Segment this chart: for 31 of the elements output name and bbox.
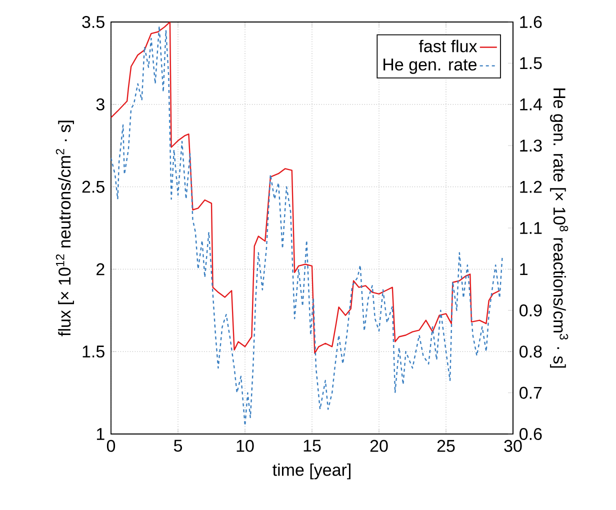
y-tick-label: 1.5 [82, 346, 104, 358]
x-tick-label: 10 [236, 440, 254, 452]
y2-tick-label: 0.6 [520, 428, 542, 440]
y2-tick-label: 1.1 [520, 222, 542, 234]
legend-label: He gen. rate [384, 58, 477, 74]
x-axis-title: time [year] [272, 463, 350, 480]
x-tick-label: 20 [370, 440, 388, 452]
x-tick-label: 15 [304, 440, 321, 452]
x-tick-label: 5 [174, 440, 182, 452]
line-series [111, 26, 503, 426]
x-tick-label: 25 [437, 440, 455, 452]
y2-tick-label: 1.3 [520, 140, 542, 152]
y2-tick-label: 1.5 [520, 57, 542, 70]
y-tick-label: 1 [96, 428, 104, 440]
y2-axis-title: He gen. rate [× 10$^{8}$ reactions/cm$^{3}$ · s] [550, 88, 568, 368]
y2-tick-label: 1.6 [520, 16, 542, 28]
y2-tick-label: 1 [520, 263, 528, 276]
y2-tick-label: 1.2 [520, 180, 542, 193]
y-tick-label: 2.5 [82, 180, 104, 193]
legend-label: fast flux [418, 40, 478, 52]
y2-tick-label: 0.8 [520, 346, 542, 358]
y2-tick-label: 0.9 [520, 304, 542, 316]
y-tick-label: 3 [96, 98, 104, 110]
x-tick-label: 0 [106, 440, 116, 452]
line-series [111, 22, 500, 354]
y2-tick-label: 0.7 [520, 386, 542, 399]
y2-tick-label: 1.4 [520, 98, 542, 110]
x-tick-label: 30 [504, 440, 522, 452]
y-tick-label: 2 [96, 263, 104, 276]
y-axis-title: flux [× 10$^{12}$ neutrons/cm$^{2}$ · s] [56, 120, 74, 336]
y-tick-label: 3.5 [82, 16, 104, 28]
